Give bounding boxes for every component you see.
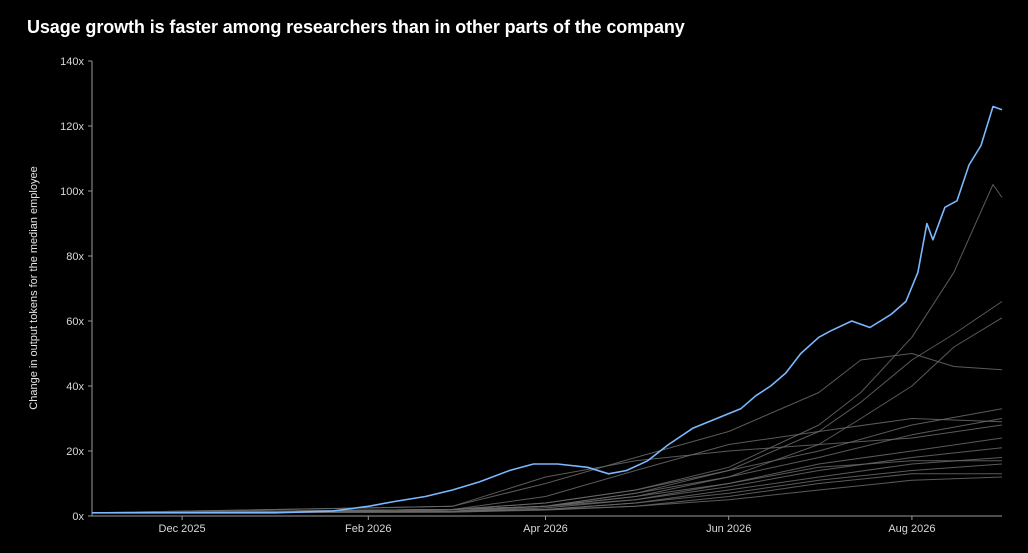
highlight-series-group [92,105,1003,514]
series-line-11 [91,463,1003,514]
series-line-5 [91,408,1003,514]
y-tick-label: 100x [60,186,84,198]
y-tick-label: 80x [66,251,84,263]
x-tick-label: Jun 2026 [706,523,751,535]
y-tick-label: 40x [66,381,84,393]
series-line-8 [91,437,1003,514]
y-axis-title: Change in output tokens for the median e… [28,166,40,409]
series-line-7 [91,424,1003,514]
series-line-6 [91,418,1003,514]
axes: 0x 20x 40x 60x 80x 100x 120x 140x Dec 2025 Feb 20… [60,56,1002,535]
x-tick-label: Feb 2026 [345,523,391,535]
series-line-12 [91,473,1002,514]
series-line-highlight [92,105,1003,514]
y-tick-label: 0x [72,511,84,523]
series-line-14 [91,418,1003,514]
series-line-13 [91,476,1003,514]
y-tick-label: 20x [66,446,84,458]
series-line-4 [91,353,1003,514]
x-tick-label: Aug 2026 [888,523,935,535]
y-tick-label: 60x [66,316,84,328]
x-tick-label: Apr 2026 [523,523,568,535]
other-series-group [91,184,1003,514]
series-line-2 [91,301,1003,514]
series-line-15 [91,460,1002,514]
y-tick-label: 140x [60,56,84,68]
y-tick-label: 120x [60,121,84,133]
chart-title: Usage growth is faster among researchers… [27,17,685,37]
x-tick-label: Dec 2025 [159,523,206,535]
